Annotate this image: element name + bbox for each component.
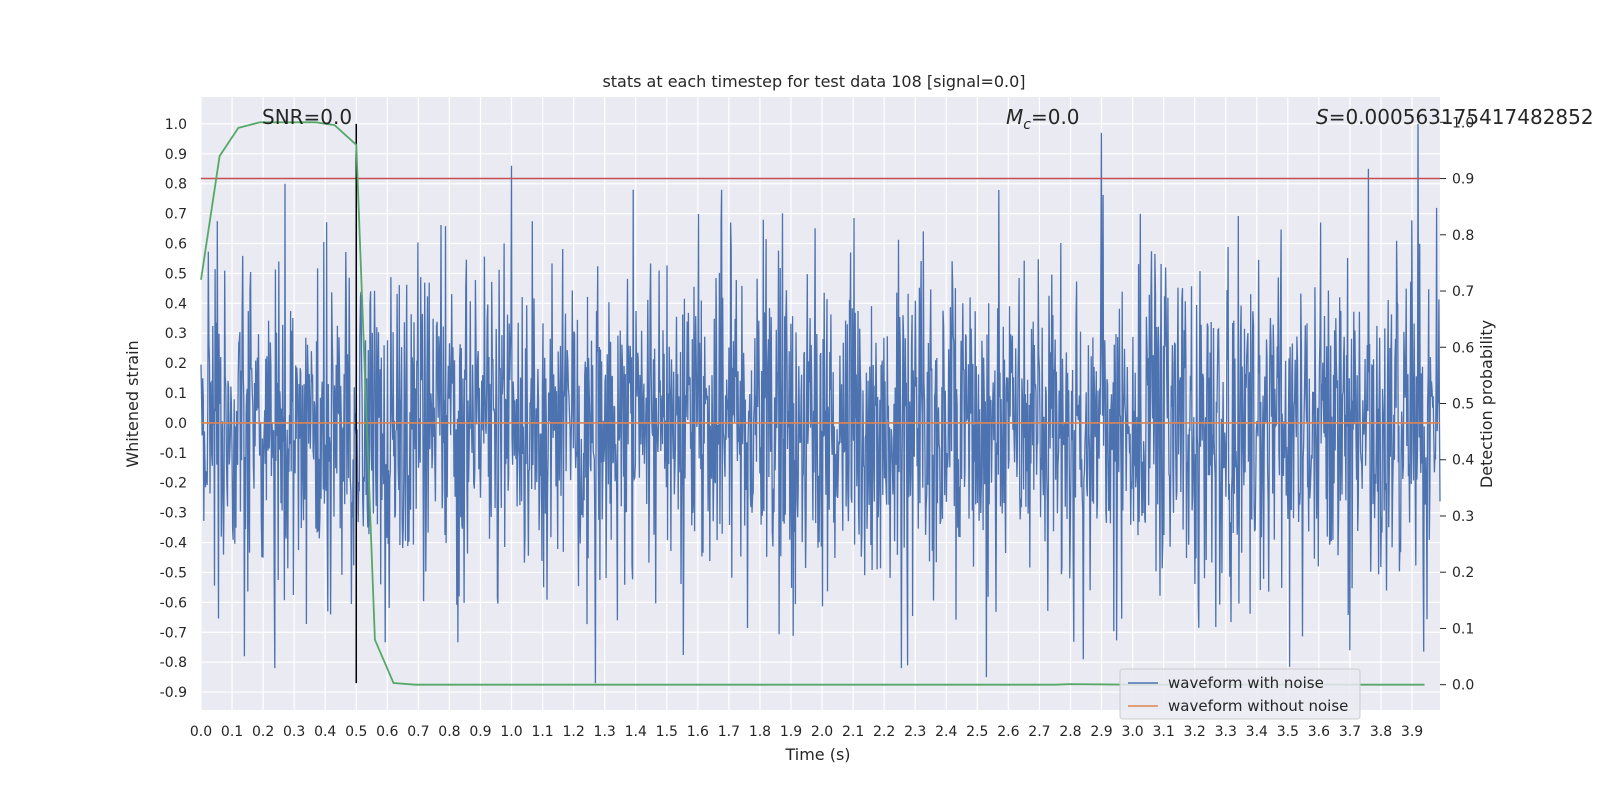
left-tick-label: -0.7 bbox=[160, 625, 187, 641]
right-tick-label: 1.0 bbox=[1452, 115, 1474, 131]
snr-annotation: SNR=0.0 bbox=[262, 105, 352, 129]
x-tick-label: 0.8 bbox=[438, 724, 460, 740]
x-tick-label: 0.2 bbox=[252, 724, 274, 740]
legend: waveform with noise waveform without noi… bbox=[1119, 668, 1361, 720]
x-tick-label: 1.4 bbox=[625, 724, 647, 740]
x-axis-label: Time (s) bbox=[784, 745, 850, 764]
right-tick-label: 0.2 bbox=[1452, 565, 1474, 581]
x-tick-label: 0.6 bbox=[376, 724, 398, 740]
x-tick-label: 2.8 bbox=[1059, 724, 1081, 740]
left-tick-label: -0.3 bbox=[160, 506, 187, 522]
left-axis-ticks: 1.0 0.9 0.8 0.7 0.6 0.5 0.4 0.3 0.2 0.1 0.0 -0.1 -0.… bbox=[160, 117, 187, 701]
right-tick-label: 0.3 bbox=[1452, 509, 1474, 525]
right-tick-label: 0.1 bbox=[1452, 621, 1474, 637]
left-tick-label: 0.0 bbox=[165, 416, 187, 432]
x-tick-label: 2.4 bbox=[935, 724, 957, 740]
x-tick-label: 3.3 bbox=[1215, 724, 1237, 740]
chirp-mass-symbol: M bbox=[1006, 105, 1023, 129]
right-tick-label: 0.6 bbox=[1452, 340, 1474, 356]
right-tick-label: 0.4 bbox=[1452, 453, 1474, 469]
x-tick-label: 3.5 bbox=[1277, 724, 1299, 740]
x-tick-label: 3.4 bbox=[1246, 724, 1268, 740]
left-tick-label: 0.9 bbox=[165, 147, 187, 163]
left-tick-label: -0.5 bbox=[160, 565, 187, 581]
left-tick-label: 0.7 bbox=[165, 207, 187, 223]
x-tick-label: 1.7 bbox=[718, 724, 740, 740]
s-annotation: S=0.000563175417482852 bbox=[1316, 105, 1594, 129]
x-tick-label: 1.2 bbox=[562, 724, 584, 740]
legend-label-noise: waveform with noise bbox=[1168, 674, 1324, 692]
x-tick-label: 0.3 bbox=[283, 724, 305, 740]
right-tick-label: 0.0 bbox=[1452, 678, 1474, 694]
overlay-lines bbox=[200, 121, 1440, 686]
left-tick-label: -0.6 bbox=[160, 595, 187, 611]
x-tick-label: 3.0 bbox=[1121, 724, 1143, 740]
grid-lines bbox=[200, 97, 1440, 710]
left-tick-label: -0.1 bbox=[160, 446, 187, 462]
x-axis-ticks: 0.0 0.1 0.2 0.3 0.4 0.5 0.6 0.7 0.8 0.9 1.0 1.1 1.2 1… bbox=[190, 724, 1423, 740]
x-tick-label: 2.2 bbox=[873, 724, 895, 740]
left-tick-label: -0.8 bbox=[160, 655, 187, 671]
x-tick-label: 3.6 bbox=[1308, 724, 1330, 740]
x-tick-label: 3.2 bbox=[1184, 724, 1206, 740]
x-tick-label: 0.9 bbox=[469, 724, 491, 740]
right-tick-label: 0.5 bbox=[1452, 397, 1474, 413]
left-tick-label: 0.1 bbox=[165, 386, 187, 402]
x-tick-label: 2.7 bbox=[1028, 724, 1050, 740]
x-tick-label: 0.4 bbox=[314, 724, 336, 740]
left-tick-label: 1.0 bbox=[165, 117, 187, 133]
chirp-mass-subscript: c bbox=[1023, 117, 1031, 133]
right-tick-label: 0.7 bbox=[1452, 284, 1474, 300]
noise-waveform-line bbox=[200, 123, 1441, 684]
x-tick-label: 1.9 bbox=[780, 724, 802, 740]
left-tick-label: 0.4 bbox=[165, 296, 187, 312]
right-tick-label: 0.8 bbox=[1452, 228, 1474, 244]
x-tick-label: 2.5 bbox=[966, 724, 988, 740]
x-tick-label: 0.0 bbox=[190, 724, 212, 740]
x-tick-label: 1.0 bbox=[500, 724, 522, 740]
s-value: =0.000563175417482852 bbox=[1329, 105, 1594, 129]
left-tick-label: -0.2 bbox=[160, 476, 187, 492]
left-tick-label: 0.3 bbox=[165, 326, 187, 342]
right-axis-label: Detection probability bbox=[1477, 320, 1496, 488]
series-waveform-with-noise bbox=[200, 123, 1441, 684]
chirp-mass-value: =0.0 bbox=[1031, 105, 1080, 129]
x-tick-label: 2.9 bbox=[1090, 724, 1112, 740]
x-tick-label: 1.6 bbox=[687, 724, 709, 740]
x-tick-label: 0.5 bbox=[345, 724, 367, 740]
probability-line bbox=[200, 121, 1425, 686]
left-tick-label: 0.2 bbox=[165, 356, 187, 372]
left-tick-label: 0.8 bbox=[165, 177, 187, 193]
chirp-mass-annotation: Mc=0.0 bbox=[1006, 105, 1080, 133]
legend-label-clean: waveform without noise bbox=[1168, 697, 1348, 715]
x-tick-label: 1.1 bbox=[531, 724, 553, 740]
x-tick-label: 3.7 bbox=[1339, 724, 1361, 740]
left-tick-label: -0.4 bbox=[160, 536, 187, 552]
left-axis-label: Whitened strain bbox=[123, 340, 142, 467]
x-tick-label: 1.8 bbox=[749, 724, 771, 740]
x-tick-label: 3.8 bbox=[1370, 724, 1392, 740]
x-tick-label: 2.3 bbox=[904, 724, 926, 740]
x-tick-label: 0.7 bbox=[407, 724, 429, 740]
x-tick-label: 2.0 bbox=[811, 724, 833, 740]
x-tick-label: 3.1 bbox=[1152, 724, 1174, 740]
x-tick-label: 0.1 bbox=[221, 724, 243, 740]
chart-title: stats at each timestep for test data 108… bbox=[602, 72, 1025, 91]
left-tick-label: -0.9 bbox=[160, 685, 187, 701]
x-tick-label: 2.1 bbox=[842, 724, 864, 740]
x-tick-label: 3.9 bbox=[1401, 724, 1423, 740]
right-axis-ticks: 1.0 0.9 0.8 0.7 0.6 0.5 0.4 0.3 0.2 0.1 0.0 bbox=[1440, 115, 1474, 694]
s-symbol: S bbox=[1316, 105, 1329, 129]
right-tick-label: 0.9 bbox=[1452, 172, 1474, 188]
x-tick-label: 1.3 bbox=[594, 724, 616, 740]
x-tick-label: 2.6 bbox=[997, 724, 1019, 740]
left-tick-label: 0.6 bbox=[165, 237, 187, 253]
left-tick-label: 0.5 bbox=[165, 266, 187, 282]
x-tick-label: 1.5 bbox=[656, 724, 678, 740]
